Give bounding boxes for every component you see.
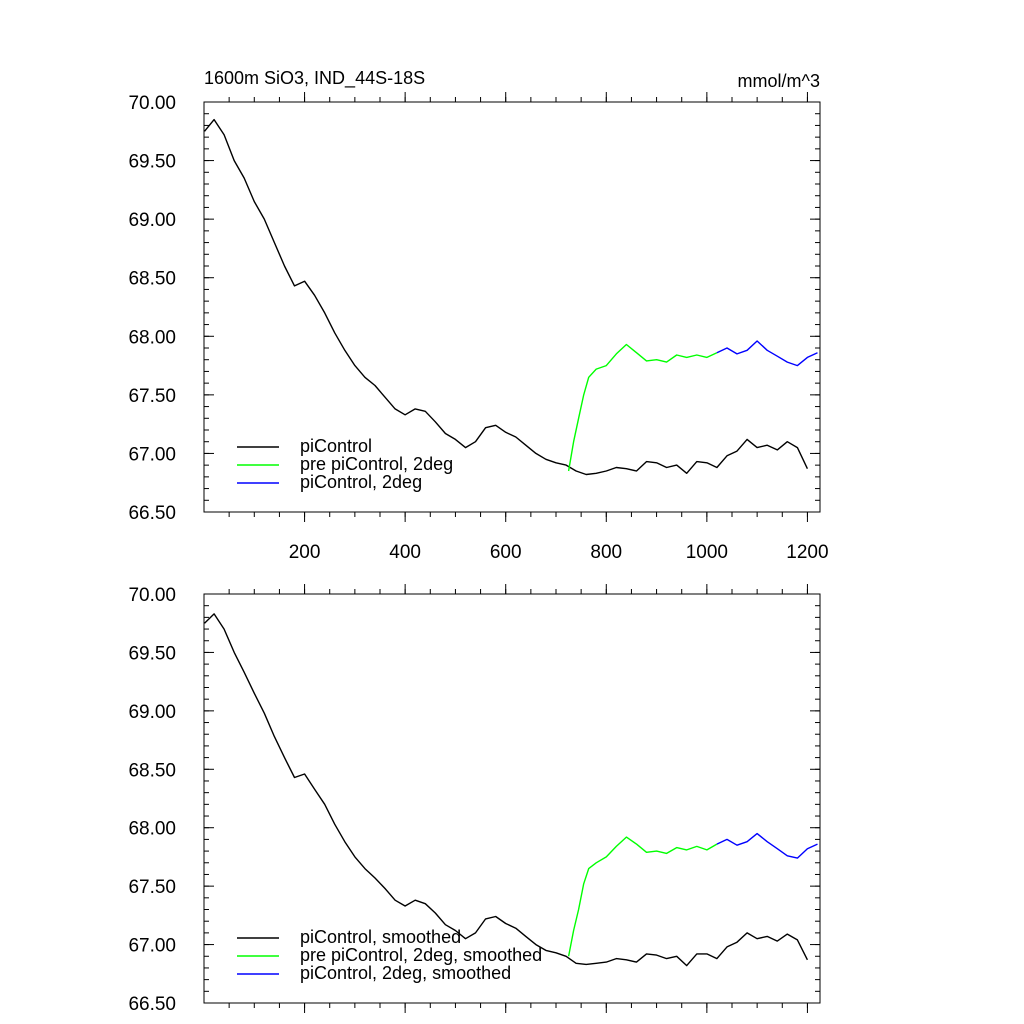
y-tick-label: 68.50	[128, 269, 176, 290]
series-line-piControl	[203, 118, 809, 476]
y-tick-label: 70.00	[128, 585, 176, 606]
legend-label: pre piControl, 2deg	[300, 454, 453, 474]
series-line-piControl_2deg	[716, 832, 818, 859]
top-panel: 66.50 67.00 67.50 68.00 68.50 69.00 69.50 70.00…	[128, 92, 829, 563]
plot-frame	[203, 593, 821, 1004]
x-tick-label: 600	[490, 542, 522, 563]
y-tick-label: 66.50	[128, 994, 176, 1015]
series-line-pre_piControl_2deg	[567, 343, 718, 472]
x-tick-label: 800	[590, 542, 622, 563]
series-line-pre_piControl_2deg	[567, 836, 718, 957]
legend-label: piControl	[300, 436, 372, 456]
legend-label: piControl, smoothed	[300, 927, 461, 947]
units-label: mmol/m^3	[738, 71, 820, 91]
y-tick-label: 68.00	[128, 819, 176, 840]
legend-label: piControl, 2deg, smoothed	[300, 963, 511, 983]
legend-label: piControl, 2deg	[300, 472, 422, 492]
y-tick-label: 69.00	[128, 702, 176, 723]
y-tick-label: 69.50	[128, 643, 176, 664]
series-line-piControl_2deg	[716, 340, 818, 367]
bottom-panel: 66.50 67.00 67.50 68.00 68.50 69.00 69.50 70.00…	[128, 584, 821, 1015]
y-tick-label: 67.50	[128, 386, 176, 407]
legend-label: pre piControl, 2deg, smoothed	[300, 945, 542, 965]
x-tick-label: 1200	[786, 542, 828, 563]
x-tick-label: 1000	[686, 542, 728, 563]
y-tick-label: 66.50	[128, 503, 176, 524]
plot-frame	[203, 101, 821, 513]
y-tick-label: 68.00	[128, 327, 176, 348]
y-tick-label: 67.00	[128, 936, 176, 957]
y-tick-label: 67.50	[128, 877, 176, 898]
y-tick-label: 69.00	[128, 210, 176, 231]
series-line-piControl	[204, 613, 809, 967]
y-tick-label: 68.50	[128, 760, 176, 781]
chart-title: 1600m SiO3, IND_44S-18S	[204, 68, 425, 89]
y-tick-label: 69.50	[128, 152, 176, 173]
x-tick-label: 200	[289, 542, 321, 563]
y-tick-label: 70.00	[128, 93, 176, 114]
y-tick-label: 67.00	[128, 444, 176, 465]
x-tick-label: 400	[389, 542, 421, 563]
